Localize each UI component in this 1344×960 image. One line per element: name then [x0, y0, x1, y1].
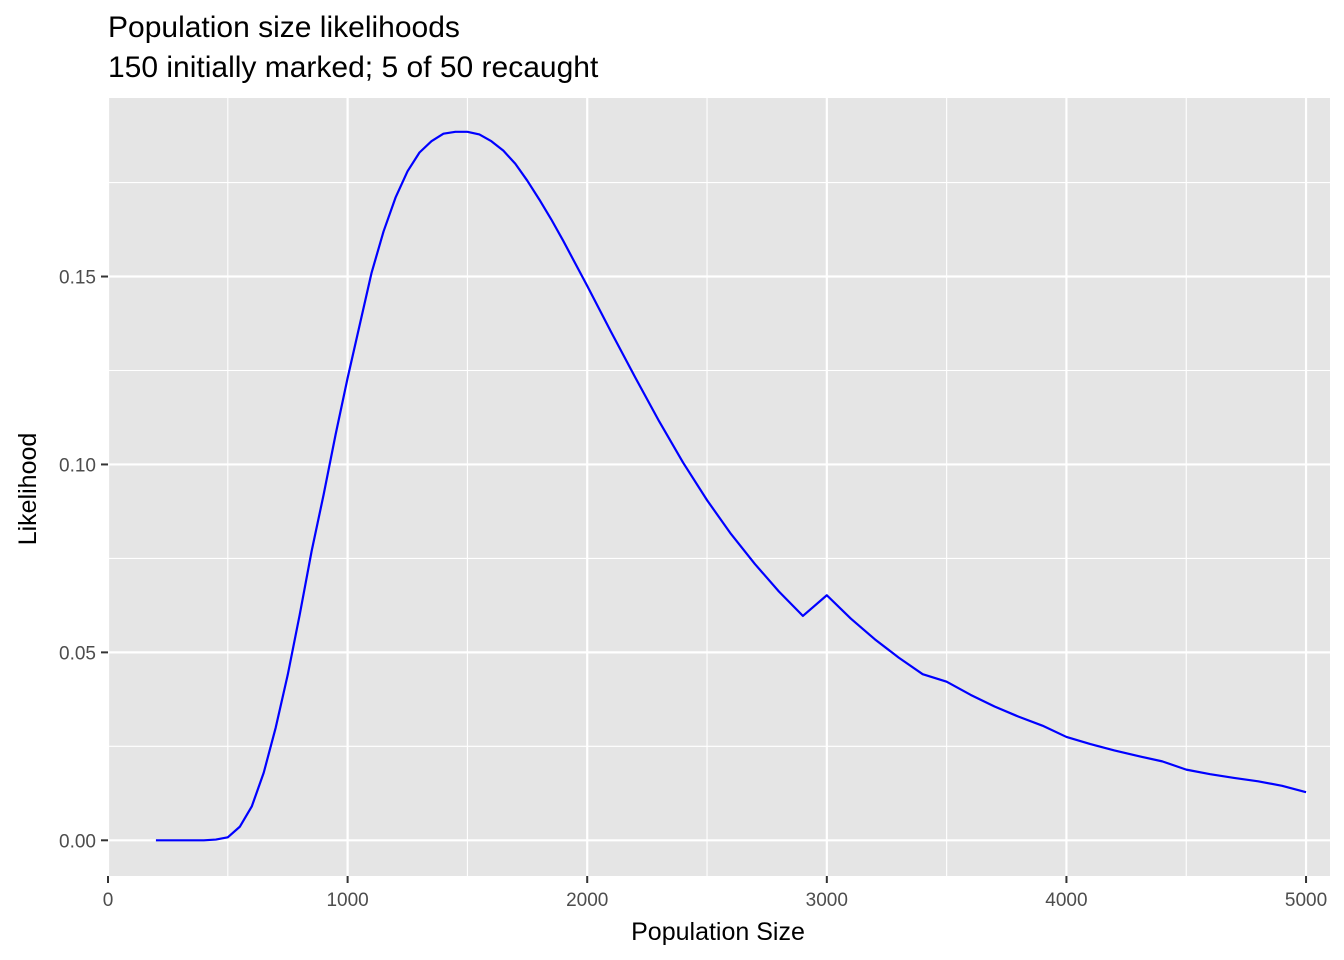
x-tick-label: 2000 — [566, 890, 608, 911]
likelihood-line — [155, 130, 1307, 842]
y-tick-label: 0.05 — [59, 643, 96, 664]
x-tick-label: 1000 — [326, 890, 368, 911]
y-tick-label: 0.15 — [59, 268, 96, 289]
x-tick-label: 4000 — [1045, 890, 1087, 911]
x-tick-label: 3000 — [806, 890, 848, 911]
x-tick-label: 0 — [103, 890, 114, 911]
chart-title: Population size likelihoods — [108, 11, 460, 44]
major-gridlines — [106, 98, 1330, 876]
minor-gridlines — [108, 98, 1330, 876]
plot-panel — [108, 98, 1330, 876]
x-axis-title: Population Size — [631, 918, 805, 946]
y-tick-label: 0.00 — [59, 831, 96, 852]
y-axis-title: Likelihood — [14, 433, 42, 546]
y-axis: 0.00 0.05 0.10 0.15 — [59, 268, 108, 852]
data-series — [155, 130, 1307, 842]
chart-subtitle: 150 initially marked; 5 of 50 recaught — [108, 51, 599, 84]
y-tick-label: 0.10 — [59, 455, 96, 476]
x-tick-label: 5000 — [1285, 890, 1327, 911]
x-axis: 0 1000 2000 3000 4000 5000 — [103, 876, 1327, 911]
